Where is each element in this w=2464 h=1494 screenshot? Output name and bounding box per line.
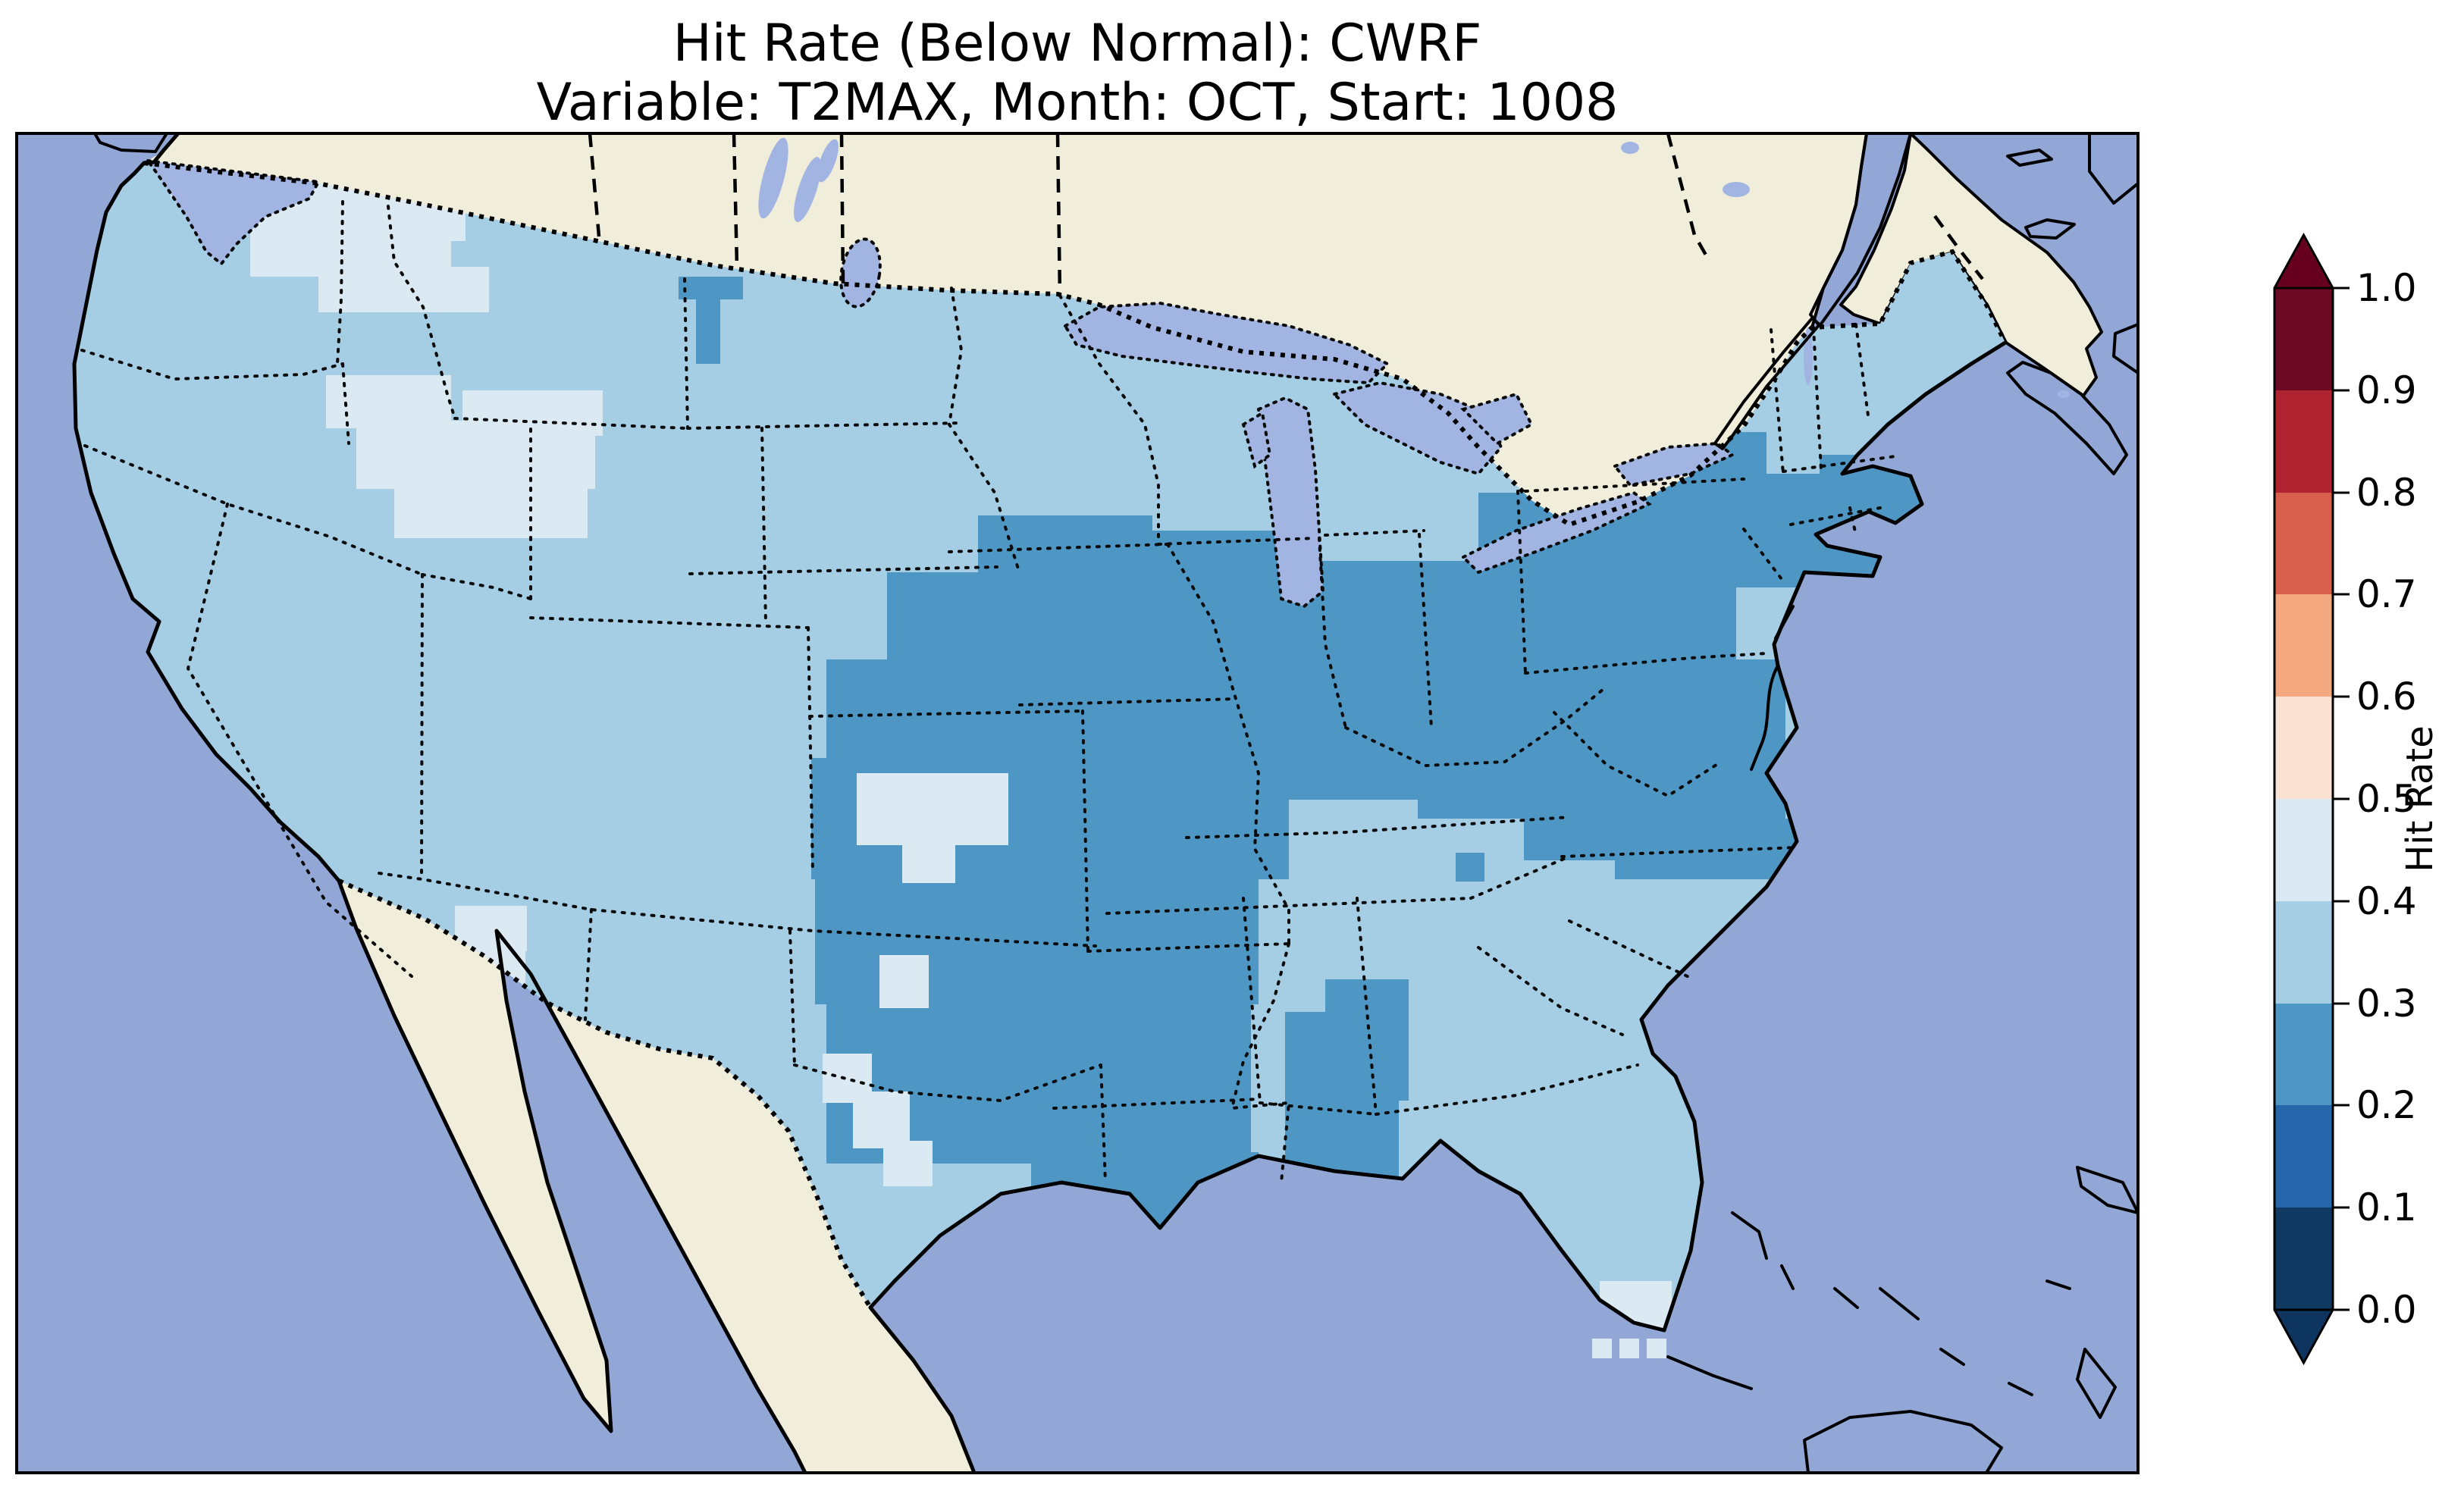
- lake-winnipegosis: [758, 137, 788, 219]
- colorbar-bin: [2274, 594, 2333, 697]
- chart-title: Hit Rate (Below Normal): CWRF: [673, 14, 1482, 74]
- colorbar-bin: [2274, 1207, 2333, 1310]
- lake-michigan: [1256, 396, 1325, 609]
- bahama-cays: [1666, 1211, 2071, 1396]
- colorbar: 1.0 0.9 0.8 0.7 0.6 0.5 0.4 0.3 0.2 0.1 …: [2273, 232, 2441, 1366]
- province-borders: [588, 133, 1984, 296]
- tick-1.0: 1.0: [2356, 266, 2417, 310]
- tick-0.7: 0.7: [2356, 572, 2417, 616]
- lake-manitoba: [794, 157, 821, 222]
- colorbar-bin: [2274, 493, 2333, 594]
- colorbar-tickmarks: [2333, 287, 2350, 1311]
- st-lawrence-outlet: [1713, 317, 1821, 450]
- state-borders: [80, 200, 1897, 1184]
- pacific-coastline: [72, 133, 807, 1473]
- green-bay: [1241, 410, 1272, 469]
- tick-0.6: 0.6: [2356, 675, 2417, 719]
- lake-huron: [1331, 381, 1503, 476]
- colorbar-bin: [2274, 288, 2333, 390]
- tick-0.1: 0.1: [2356, 1185, 2417, 1229]
- lake-ontario: [1612, 441, 1735, 487]
- anticosti-island: [2006, 149, 2053, 167]
- georgian-bay: [1460, 392, 1534, 446]
- tick-0.8: 0.8: [2356, 471, 2417, 515]
- mexico-land: [339, 881, 974, 1473]
- colorbar-tick-labels: 1.0 0.9 0.8 0.7 0.6 0.5 0.4 0.3 0.2 0.1 …: [2356, 266, 2417, 1332]
- colorbar-bin: [2274, 1004, 2333, 1105]
- colorbar-axis-label: Hit Rate: [2399, 725, 2441, 872]
- colorbar-bin: [2274, 697, 2333, 799]
- ontario-lake-small: [1621, 142, 1639, 154]
- tick-0.2: 0.2: [2356, 1083, 2417, 1127]
- tick-0.9: 0.9: [2356, 368, 2417, 412]
- us-canada-border: [143, 161, 2008, 528]
- chesapeake-bay: [1750, 605, 1795, 771]
- cape-breton-island: [2112, 323, 2138, 374]
- canadian-lakes: [758, 137, 2070, 398]
- colorbar-bin: [2274, 1105, 2333, 1207]
- tick-0.0: 0.0: [2356, 1288, 2417, 1332]
- nova-scotia-lake: [2058, 390, 2070, 398]
- lake-winnipeg: [817, 139, 839, 183]
- tick-0.3: 0.3: [2356, 982, 2417, 1026]
- newfoundland-corner: [2088, 133, 2138, 205]
- bahama-island-1: [2076, 1166, 2138, 1214]
- gulf-atlantic-coastline: [868, 340, 2008, 1473]
- lake-of-the-woods: [839, 237, 882, 309]
- prince-edward-island: [2024, 218, 2076, 240]
- colorbar-bin: [2274, 799, 2333, 901]
- tick-0.5: 0.5: [2356, 777, 2417, 821]
- hitrate-cells-offshore: [1592, 1339, 1666, 1358]
- canada-land: [144, 133, 1867, 525]
- great-lakes: [1063, 301, 1735, 609]
- cuba: [1803, 1410, 2003, 1473]
- bahama-island-2: [2076, 1348, 2117, 1419]
- nova-scotia: [2006, 361, 2128, 475]
- vancouver-island: [93, 133, 168, 153]
- puget-sound: [144, 158, 321, 266]
- map-frame: [15, 132, 2140, 1474]
- colorbar-under-arrow: [2274, 1310, 2333, 1363]
- canada-maritimes-land: [1839, 133, 2103, 397]
- chart-subtitle: Variable: T2MAX, Month: OCT, Start: 1008: [537, 73, 1619, 133]
- tick-0.4: 0.4: [2356, 879, 2417, 923]
- map-panel: [17, 133, 2138, 1473]
- colorbar-over-arrow: [2274, 235, 2333, 288]
- colorbar-bin: [2274, 901, 2333, 1004]
- colorbar-bin: [2274, 390, 2333, 493]
- quebec-lake: [1723, 182, 1750, 197]
- st-lawrence-west-bank: [1810, 133, 1868, 329]
